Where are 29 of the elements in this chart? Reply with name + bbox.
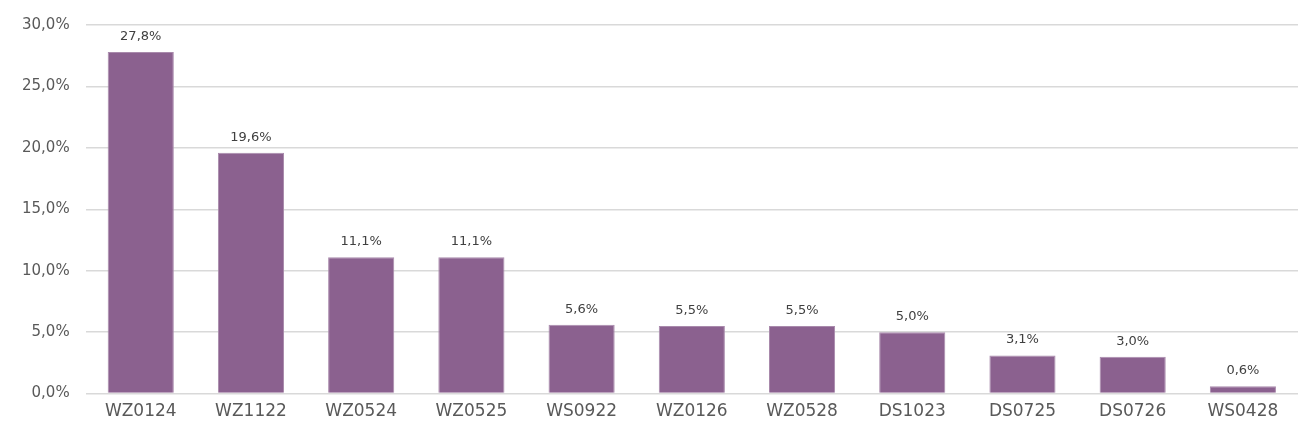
data-label: 3,1% — [1005, 331, 1039, 347]
x-tick-label: WZ0126 — [655, 400, 728, 421]
y-tick-label: 20,0% — [22, 137, 70, 156]
data-label: 27,8% — [120, 27, 162, 43]
y-tick-label: 25,0% — [22, 76, 70, 95]
x-tick-label: WZ0525 — [435, 400, 508, 421]
data-label: 5,5% — [675, 301, 709, 317]
data-label: 0,6% — [1226, 362, 1260, 378]
x-tick-label: WS0428 — [1207, 400, 1279, 421]
x-tick-label: WZ0124 — [104, 400, 177, 421]
x-tick-label: DS1023 — [878, 400, 946, 421]
y-tick-label: 30,0% — [22, 14, 70, 33]
y-tick-label: 0,0% — [31, 383, 70, 402]
y-tick-label: 5,0% — [31, 322, 70, 341]
y-tick-label: 15,0% — [22, 199, 70, 218]
x-tick-label: WZ0528 — [766, 400, 838, 421]
data-label: 19,6% — [230, 128, 272, 144]
data-label: 5,6% — [565, 300, 599, 316]
x-tick-label: WZ1122 — [215, 400, 287, 421]
y-tick-label: 10,0% — [22, 260, 70, 279]
data-label: 3,0% — [1116, 332, 1150, 348]
data-label: 11,1% — [450, 233, 493, 249]
x-tick-label: DS0726 — [1099, 400, 1167, 421]
data-label: 5,0% — [895, 308, 929, 324]
data-label: 11,1% — [340, 233, 382, 249]
x-tick-label: DS0725 — [988, 400, 1057, 421]
x-tick-label: WS0922 — [546, 400, 618, 421]
data-label: 5,5% — [785, 301, 819, 317]
x-tick-label: WZ0524 — [325, 400, 398, 421]
